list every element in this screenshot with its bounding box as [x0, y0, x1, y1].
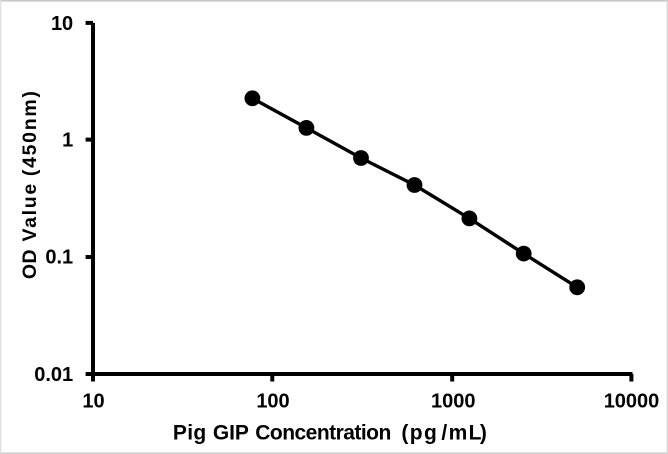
svg-text:10: 10	[51, 13, 73, 35]
svg-text:ODValue(450nm): ODValue(450nm)	[19, 89, 41, 279]
svg-text:1000: 1000	[431, 391, 476, 413]
svg-text:10: 10	[82, 391, 104, 413]
svg-text:0.01: 0.01	[34, 364, 73, 386]
svg-text:1: 1	[62, 130, 73, 152]
svg-text:10000: 10000	[604, 391, 660, 413]
svg-text:100: 100	[256, 391, 289, 413]
svg-text:0.1: 0.1	[45, 247, 73, 269]
